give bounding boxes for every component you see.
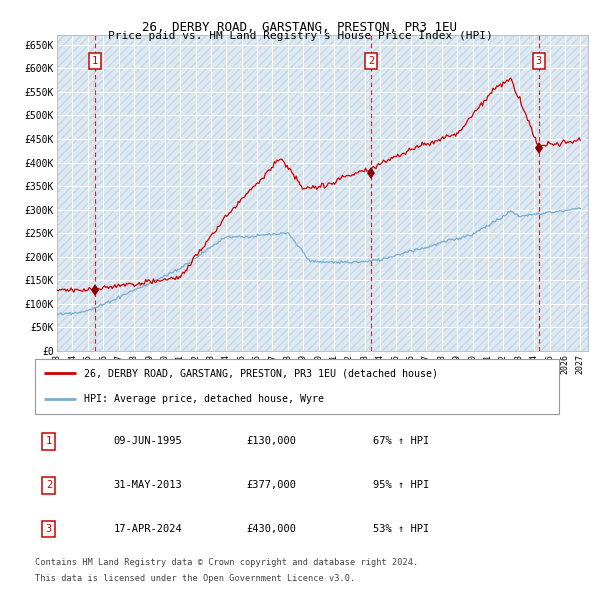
Text: 26, DERBY ROAD, GARSTANG, PRESTON, PR3 1EU (detached house): 26, DERBY ROAD, GARSTANG, PRESTON, PR3 1… (84, 369, 438, 378)
Text: HPI: Average price, detached house, Wyre: HPI: Average price, detached house, Wyre (84, 395, 324, 404)
Text: 1: 1 (46, 437, 52, 447)
Text: £430,000: £430,000 (246, 524, 296, 534)
Text: 1: 1 (91, 56, 98, 66)
FancyBboxPatch shape (35, 359, 559, 414)
Text: 26, DERBY ROAD, GARSTANG, PRESTON, PR3 1EU: 26, DERBY ROAD, GARSTANG, PRESTON, PR3 1… (143, 21, 458, 34)
Text: Price paid vs. HM Land Registry's House Price Index (HPI): Price paid vs. HM Land Registry's House … (107, 31, 493, 41)
Text: 2: 2 (46, 480, 52, 490)
Text: £130,000: £130,000 (246, 437, 296, 447)
Text: 3: 3 (46, 524, 52, 534)
Text: 31-MAY-2013: 31-MAY-2013 (114, 480, 182, 490)
Text: 17-APR-2024: 17-APR-2024 (114, 524, 182, 534)
Text: 09-JUN-1995: 09-JUN-1995 (114, 437, 182, 447)
Text: This data is licensed under the Open Government Licence v3.0.: This data is licensed under the Open Gov… (35, 574, 356, 583)
Text: £377,000: £377,000 (246, 480, 296, 490)
Text: 95% ↑ HPI: 95% ↑ HPI (373, 480, 429, 490)
Text: 3: 3 (535, 56, 542, 66)
Text: 53% ↑ HPI: 53% ↑ HPI (373, 524, 429, 534)
Text: 2: 2 (368, 56, 374, 66)
Text: 67% ↑ HPI: 67% ↑ HPI (373, 437, 429, 447)
Text: Contains HM Land Registry data © Crown copyright and database right 2024.: Contains HM Land Registry data © Crown c… (35, 558, 419, 567)
